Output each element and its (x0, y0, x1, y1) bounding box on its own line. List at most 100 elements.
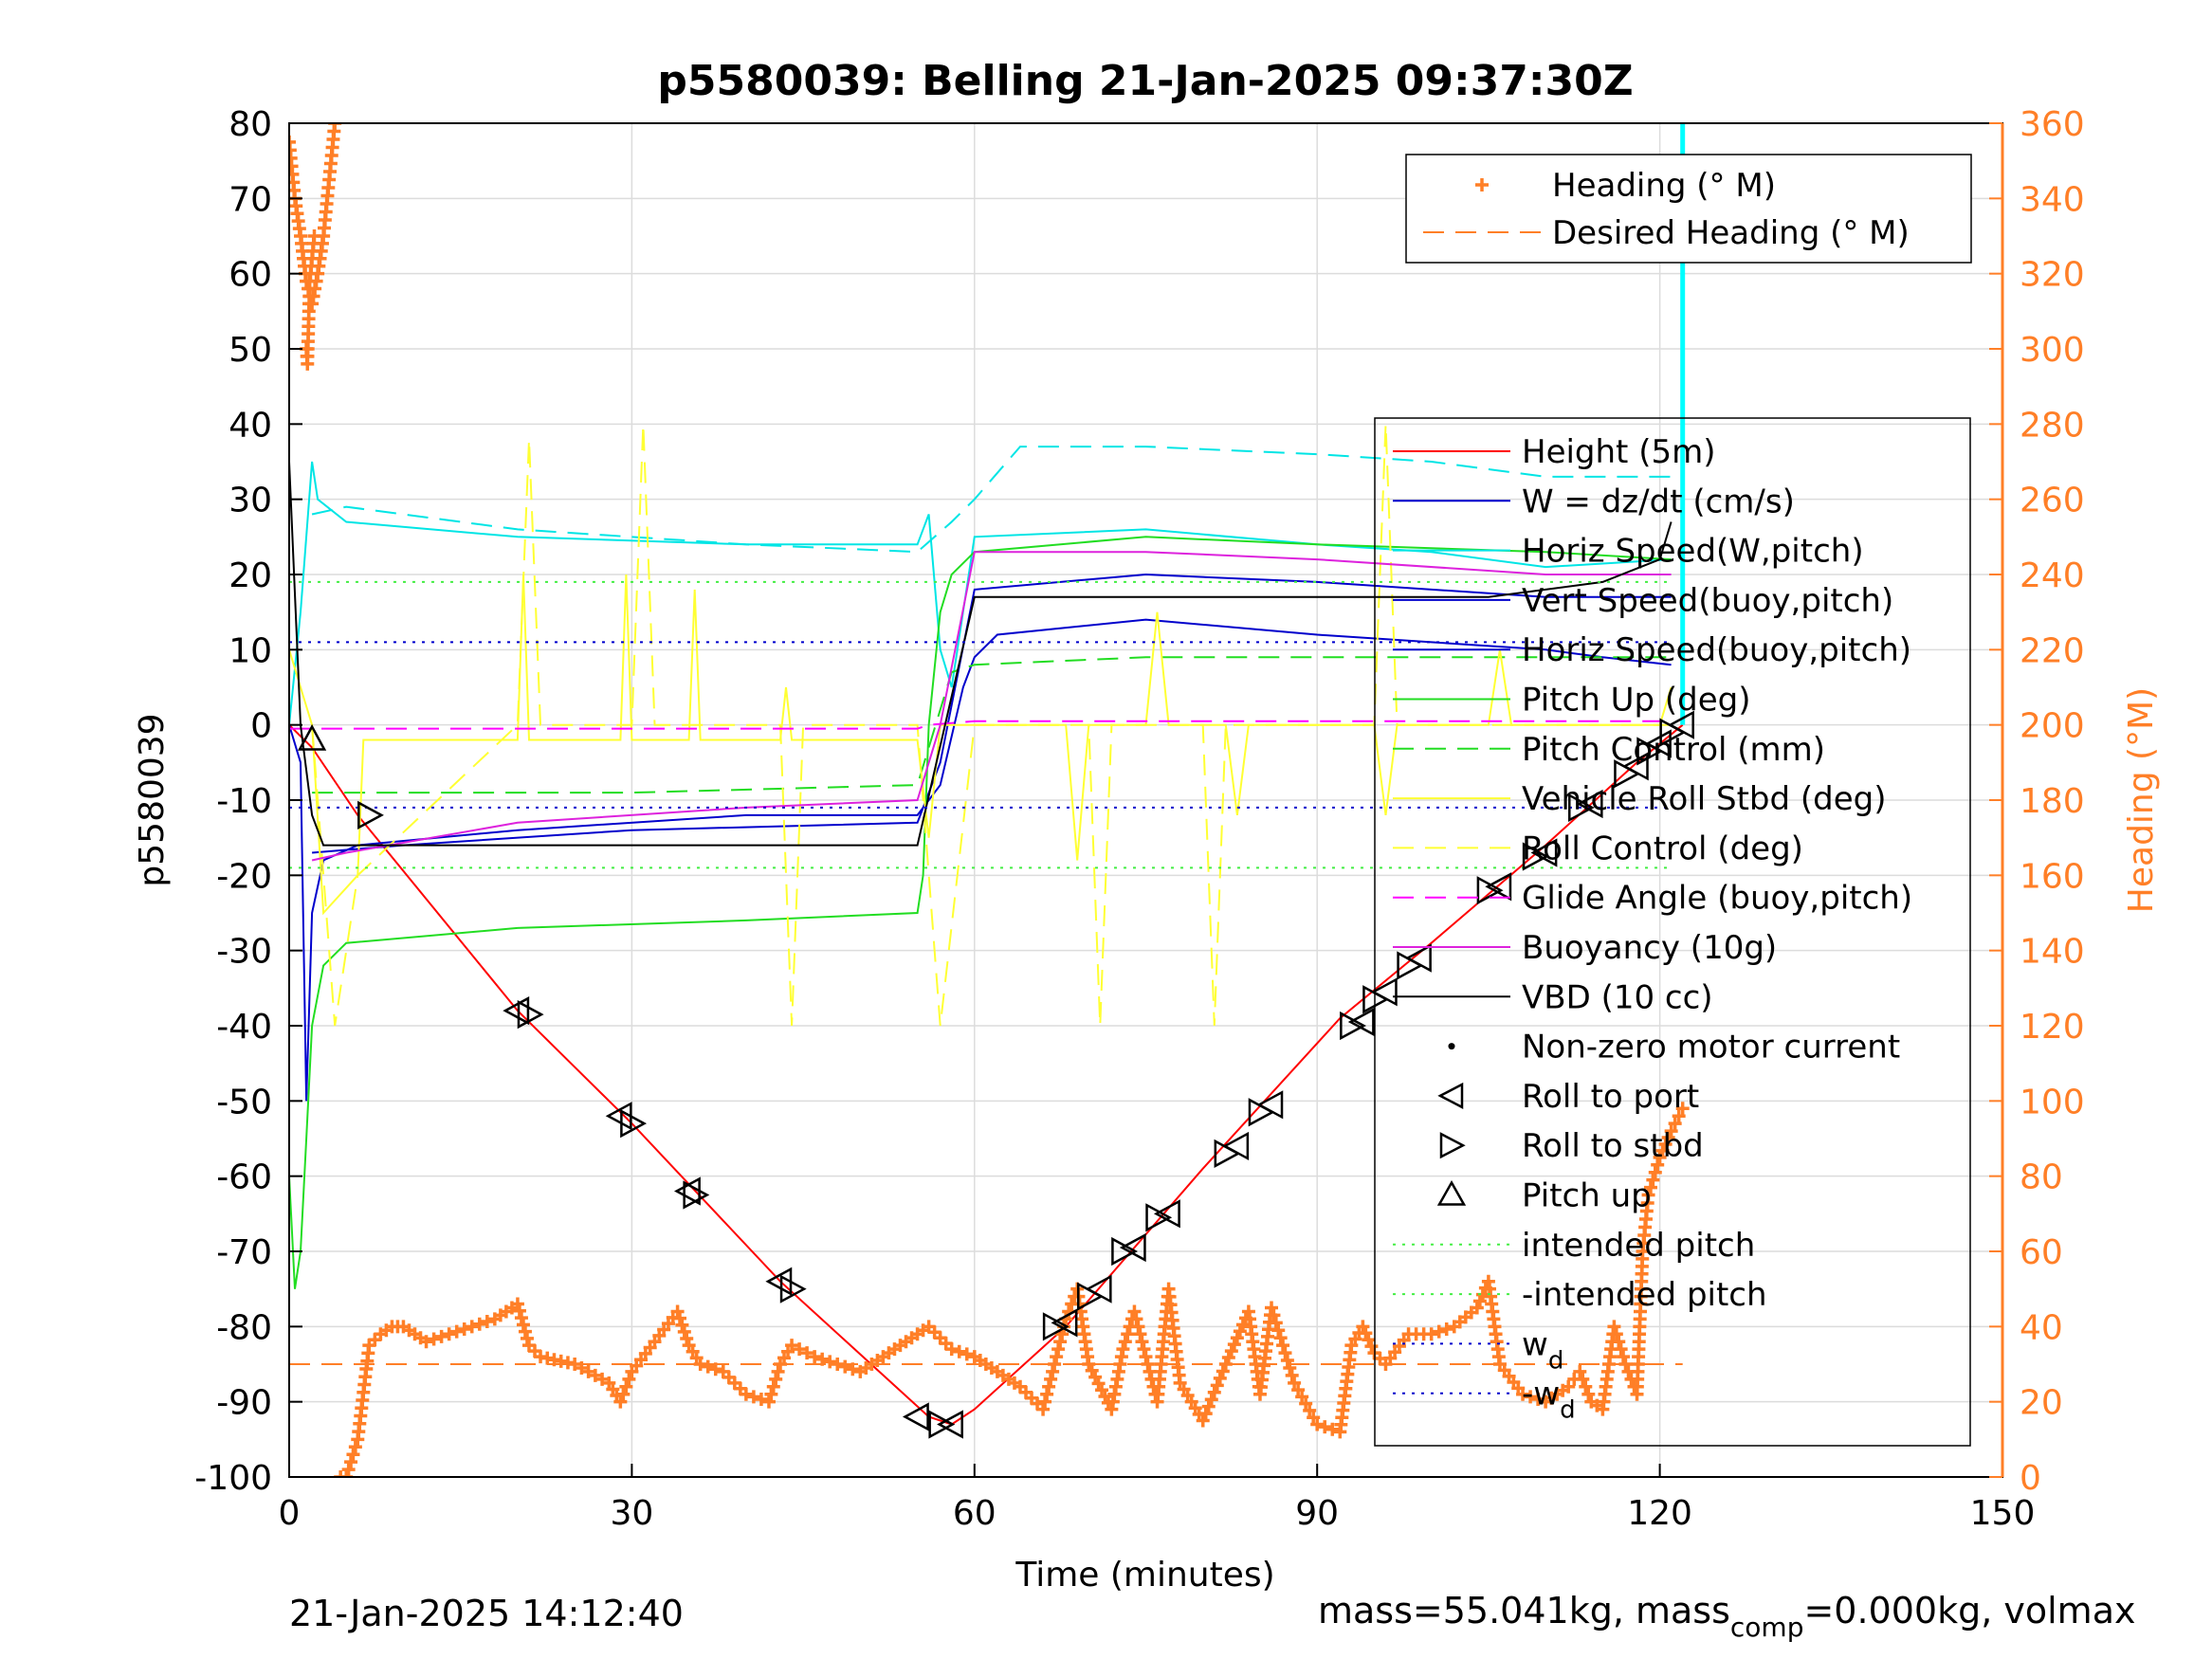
legend-main-label: VBD (10 cc) (1522, 978, 1713, 1016)
axes: 0 30 60 90 120 15080706050403020100-10-20-30-… (194, 105, 2084, 1533)
y-tick-label: -80 (216, 1308, 272, 1347)
legend-main-label: intended pitch (1522, 1227, 1755, 1265)
heading-point (815, 1352, 830, 1366)
y2-tick-label: 80 (2020, 1158, 2063, 1197)
heading-point (677, 1324, 691, 1339)
heading-point (510, 1297, 524, 1311)
y2-tick-label: 180 (2020, 782, 2085, 821)
heading-point (1198, 1407, 1213, 1421)
event-markers (297, 710, 1694, 1439)
heading-point (1618, 1358, 1633, 1371)
legend-main-label: Pitch up (1522, 1177, 1652, 1215)
event-marker (1051, 1308, 1078, 1338)
heading-point (1265, 1301, 1279, 1315)
heading-point (1614, 1342, 1628, 1357)
legend-main-label: W = dz/dt (cm/s) (1522, 483, 1795, 520)
y2-tick-label: 60 (2020, 1233, 2063, 1272)
heading-point (1291, 1383, 1306, 1397)
y2-tick-label: 320 (2020, 256, 2085, 295)
heading-point (434, 1329, 448, 1343)
event-marker (620, 1109, 648, 1139)
legend-main-label: wd (1522, 1325, 1563, 1375)
legend-label-sub: d (1560, 1396, 1576, 1425)
y2-tick-label: 100 (2020, 1083, 2085, 1121)
heading-point (1643, 1180, 1657, 1194)
legend-label-text: VBD (10 cc) (1522, 978, 1713, 1016)
heading-point (588, 1368, 602, 1382)
heading-point (944, 1342, 959, 1357)
heading-point (1516, 1387, 1530, 1401)
heading-point (793, 1342, 807, 1357)
series-18 (300, 229, 321, 371)
legend-label-text: Buoyancy (10g) (1522, 929, 1777, 967)
heading-point (518, 1324, 532, 1339)
legend-label-text: Pitch Up (deg) (1522, 682, 1750, 720)
heading-point (1048, 1358, 1062, 1371)
y-tick-label: 30 (229, 482, 272, 520)
heading-point (1288, 1376, 1302, 1390)
legend-label-sub: d (1548, 1346, 1564, 1375)
y2-tick-label: 260 (2020, 482, 2085, 520)
legend-label-text: -w (1522, 1376, 1560, 1413)
event-marker (1340, 1011, 1366, 1041)
heading-point (457, 1322, 471, 1336)
heading-point (1283, 1360, 1297, 1375)
x-tick-label: 90 (1295, 1494, 1339, 1533)
heading-point (480, 1315, 494, 1329)
heading-point (472, 1317, 486, 1331)
legend-label-text: W = dz/dt (cm/s) (1522, 483, 1795, 520)
heading-point (701, 1359, 715, 1374)
legend-label-text: Horiz Speed(W,pitch) (1522, 533, 1864, 571)
series-5 (289, 536, 1672, 1289)
y2-tick-label: 160 (2020, 857, 2085, 896)
y2-tick-label: 280 (2020, 406, 2085, 445)
y2-tick-label: 300 (2020, 331, 2085, 370)
x-tick-label: 150 (1970, 1494, 2036, 1533)
footer-timestamp: 21-Jan-2025 14:12:40 (289, 1593, 684, 1634)
heading-point (1116, 1342, 1130, 1357)
series-1 (289, 618, 1672, 1102)
y-tick-label: -70 (216, 1233, 272, 1272)
heading-point (1675, 1102, 1690, 1116)
y-tick-label: 0 (250, 707, 272, 746)
heading-point (1269, 1316, 1283, 1330)
event-marker (1370, 977, 1398, 1007)
legend-main-label: Non-zero motor current (1522, 1029, 1900, 1066)
heading-point (613, 1395, 628, 1409)
y-tick-label: 10 (229, 631, 272, 670)
chart-title: p5580039: Belling 21-Jan-2025 09:37:30Z (657, 57, 1633, 105)
heading-point (341, 1463, 356, 1477)
heading-point (1036, 1402, 1051, 1416)
legend-main: Height (5m) W = dz/dt (cm/s) Horiz Speed(W… (1374, 417, 1971, 1447)
heading-point (1196, 1413, 1210, 1428)
heading-point (1137, 1342, 1151, 1357)
event-marker (1621, 752, 1649, 781)
y-tick-label: -100 (194, 1459, 272, 1498)
series-3 (312, 573, 1672, 854)
heading-point (1131, 1320, 1145, 1334)
legend-label-text: Horiz Speed(buoy,pitch) (1522, 631, 1911, 669)
event-marker (357, 800, 384, 830)
heading-point (339, 1470, 354, 1477)
event-marker (1347, 1007, 1375, 1037)
legend-label-text: Non-zero motor current (1522, 1029, 1900, 1066)
y2-tick-label: 20 (2020, 1384, 2063, 1423)
heading-point (766, 1379, 780, 1394)
heading-point (1046, 1364, 1060, 1378)
heading-point (1042, 1379, 1056, 1394)
heading-point (1204, 1393, 1218, 1407)
heading-point (1581, 1387, 1596, 1401)
legend-label-text: Roll to stbd (1522, 1127, 1704, 1165)
heading-point (960, 1347, 974, 1361)
heading-point (1271, 1323, 1286, 1338)
y2-tick-label: 360 (2020, 105, 2085, 144)
event-marker (1111, 1236, 1139, 1267)
event-marker (1222, 1131, 1250, 1161)
heading-point (1310, 1417, 1325, 1431)
y2-tick-label: 120 (2020, 1008, 2085, 1047)
legend-main-label: Vehicle Roll Stbd (deg) (1522, 780, 1887, 818)
heading-point (427, 1332, 441, 1346)
legend-label-text: Pitch Control (mm) (1522, 731, 1825, 769)
heading-point (1216, 1364, 1230, 1378)
heading-point (1641, 1188, 1655, 1202)
